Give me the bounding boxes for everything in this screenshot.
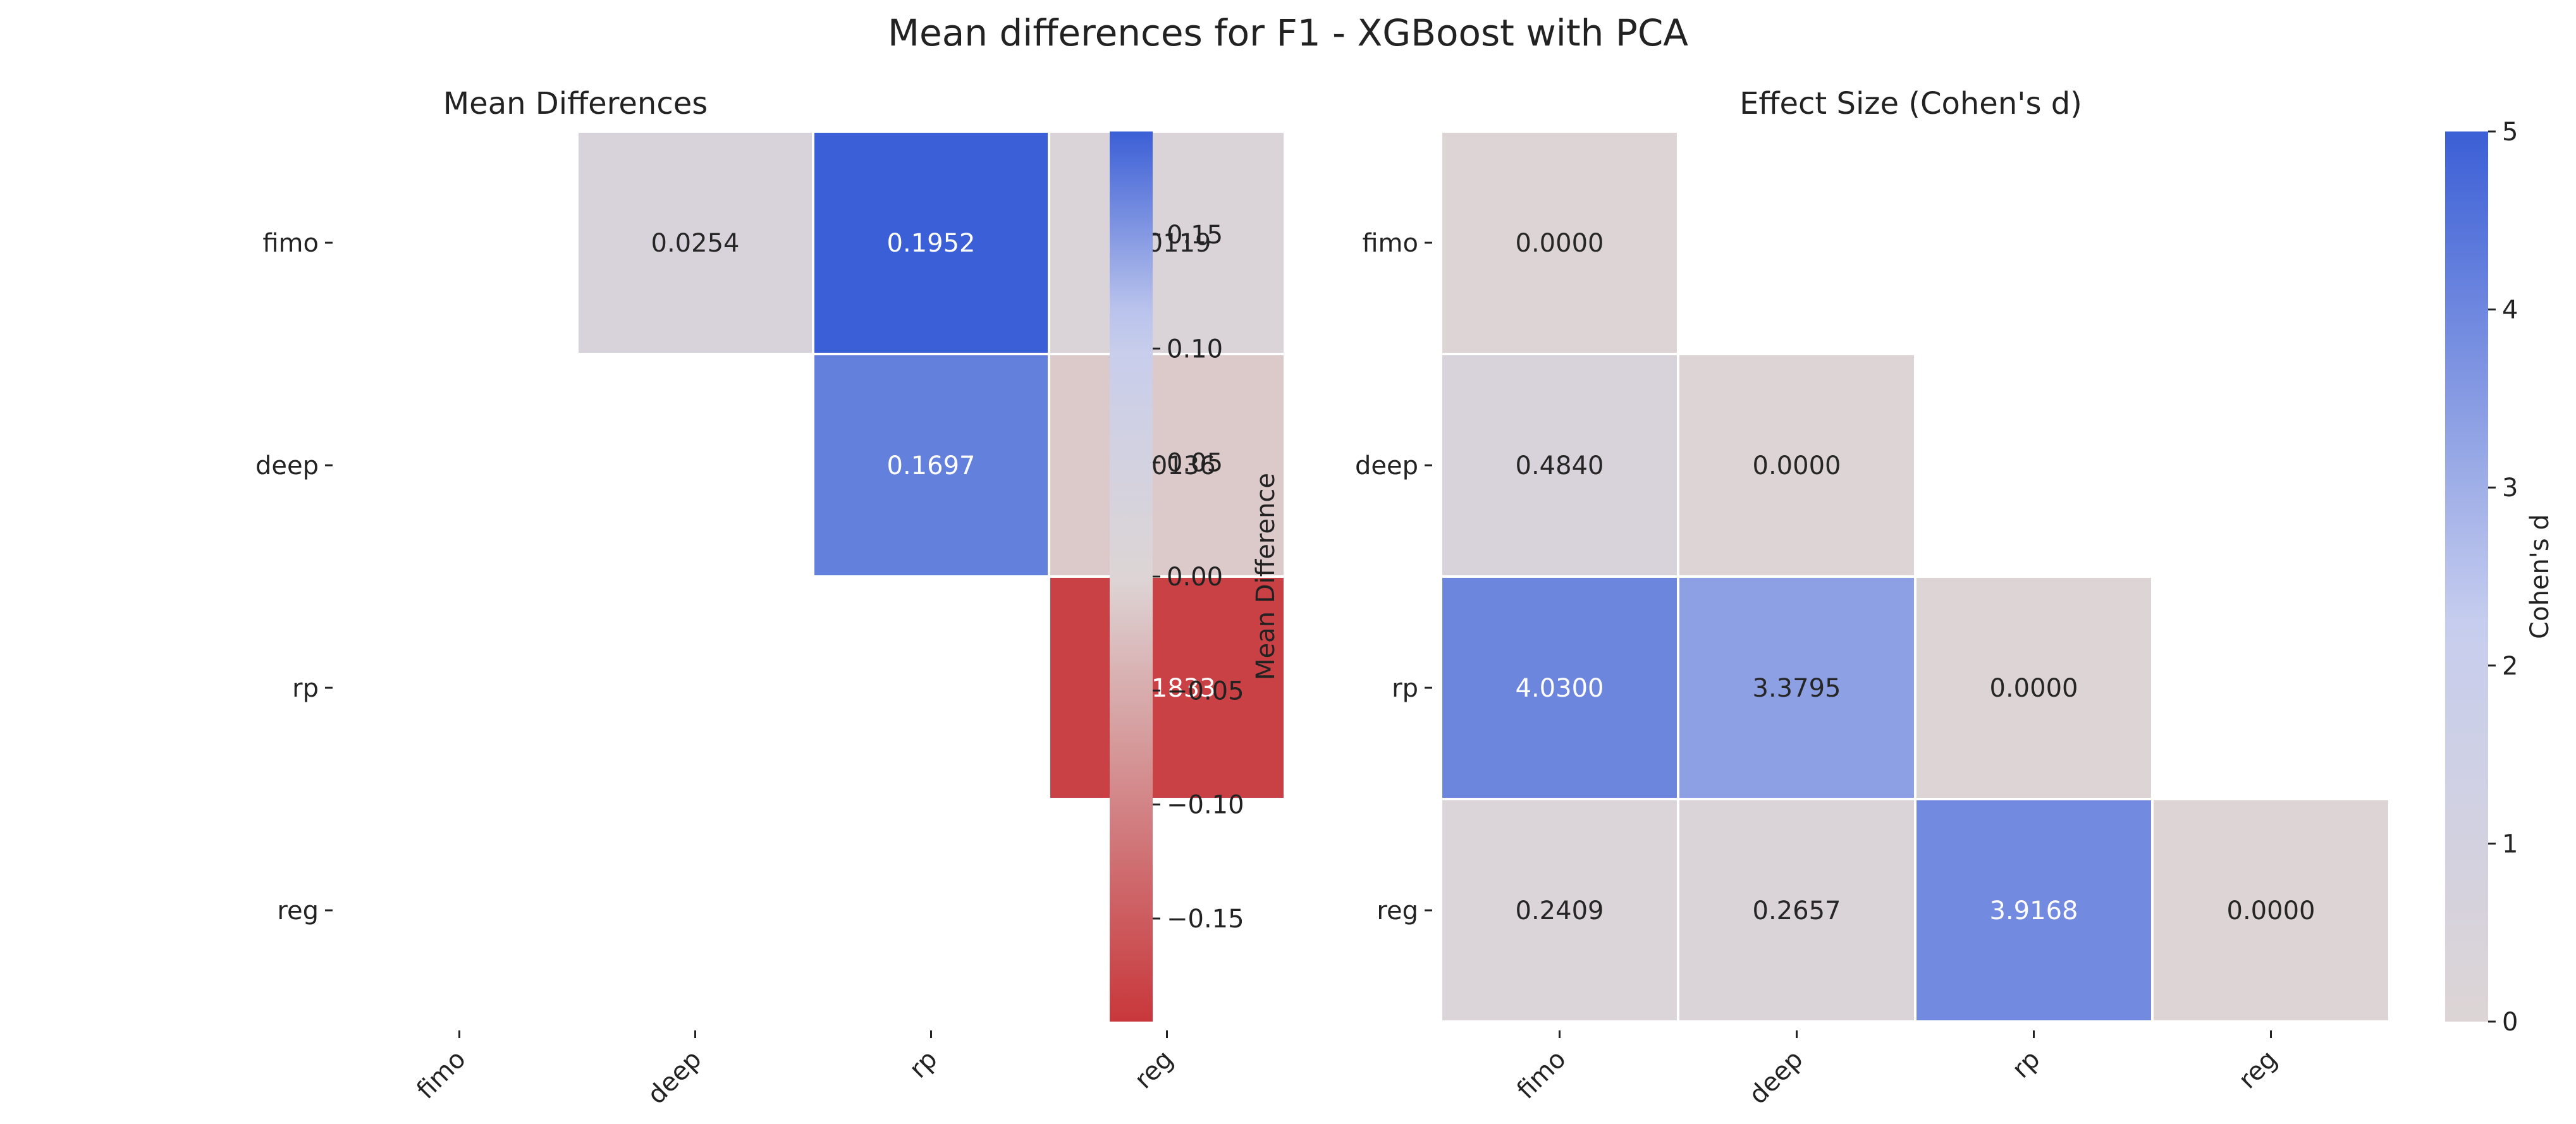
mean-differences-panel: Mean Differences 0.0254 0.1952 0.01190.169… bbox=[255, 86, 1286, 1110]
effect-size-xtick-label-rp: rp bbox=[2006, 1045, 2045, 1084]
effect-size-x-axis: fimo deep rp reg bbox=[1511, 1030, 2283, 1110]
effect-size-cell-fimo-fimo bbox=[1440, 130, 1679, 355]
effect-size-colorbar-tick-label: 1 bbox=[2502, 829, 2518, 858]
mean-diff-colorbar-tick-label: −0.15 bbox=[1167, 905, 1244, 934]
effect-size-xtick-label-deep: deep bbox=[1743, 1045, 1808, 1110]
mean-diff-xtick-label-fimo: fimo bbox=[411, 1045, 471, 1105]
effect-size-cell-deep-deep bbox=[1677, 353, 1917, 578]
effect-size-title: Effect Size (Cohen's d) bbox=[1739, 86, 2082, 121]
mean-diff-ytick-label-fimo: fimo bbox=[262, 229, 319, 258]
mean-diff-colorbar-tick-label: 0.05 bbox=[1167, 449, 1223, 478]
effect-size-cell-rp-deep bbox=[1677, 575, 1917, 800]
effect-size-cell-deep-fimo bbox=[1440, 353, 1679, 578]
mean-diff-colorbar-tick-label: 0.15 bbox=[1167, 221, 1223, 250]
effect-size-cells: 0.0000 0.4840 0.0000 4.0300 3.3795 0.0000 0.24… bbox=[1440, 130, 2391, 1023]
mean-diff-label-fimo-rp: 0.1952 bbox=[887, 229, 976, 258]
mean-diff-cell-fimo-deep bbox=[576, 130, 814, 355]
effect-size-cell-reg-rp bbox=[1914, 798, 2154, 1023]
effect-size-colorbar-tick-label: 3 bbox=[2502, 473, 2518, 503]
effect-size-cell-rp-rp bbox=[1914, 575, 2154, 800]
effect-size-label-rp-fimo: 4.0300 bbox=[1516, 674, 1604, 703]
mean-diff-xtick-label-reg: reg bbox=[1129, 1045, 1179, 1095]
effect-size-label-reg-deep: 0.2657 bbox=[1753, 896, 1841, 925]
effect-size-ytick-label-reg: reg bbox=[1377, 896, 1418, 925]
effect-size-colorbar-tick-label: 4 bbox=[2502, 296, 2518, 325]
effect-size-colorbar-label: Cohen's d bbox=[2525, 514, 2555, 639]
mean-diff-colorbar-tick-label: 0.10 bbox=[1167, 334, 1223, 363]
effect-size-cell-reg-deep bbox=[1677, 798, 1917, 1023]
mean-diff-colorbar-tick-label: −0.10 bbox=[1167, 791, 1244, 820]
effect-size-label-deep-deep: 0.0000 bbox=[1753, 451, 1841, 480]
mean-diff-ytick-label-reg: reg bbox=[277, 896, 319, 925]
effect-size-ytick-label-fimo: fimo bbox=[1362, 229, 1418, 258]
effect-size-colorbar-tick-label: 0 bbox=[2502, 1008, 2518, 1037]
effect-size-colorbar-gradient bbox=[2445, 131, 2488, 1022]
effect-size-label-rp-deep: 3.3795 bbox=[1753, 674, 1841, 703]
effect-size-colorbar-tick-label: 2 bbox=[2502, 652, 2518, 681]
effect-size-ytick-label-deep: deep bbox=[1355, 451, 1418, 480]
mean-differences-x-axis: fimo deep rp reg bbox=[411, 1030, 1179, 1110]
mean-differences-y-axis: fimo deep rp reg bbox=[255, 229, 333, 925]
mean-diff-label-fimo-deep: 0.0254 bbox=[651, 229, 740, 258]
effect-size-cell-reg-reg bbox=[2151, 798, 2391, 1023]
effect-size-label-rp-rp: 0.0000 bbox=[1990, 674, 2078, 703]
mean-diff-cell-fimo-reg bbox=[1048, 130, 1286, 355]
mean-diff-colorbar-tick-label: −0.05 bbox=[1167, 676, 1244, 706]
effect-size-label-reg-fimo: 0.2409 bbox=[1516, 896, 1604, 925]
mean-diff-cell-deep-rp bbox=[812, 353, 1050, 578]
mean-diff-colorbar-gradient bbox=[1110, 131, 1153, 1022]
mean-diff-ytick-label-rp: rp bbox=[292, 674, 319, 703]
mean-diff-ytick-label-deep: deep bbox=[255, 451, 319, 480]
effect-size-cell-reg-fimo bbox=[1440, 798, 1679, 1023]
mean-diff-colorbar-tick-label: 0.00 bbox=[1167, 563, 1223, 592]
effect-size-label-reg-rp: 3.9168 bbox=[1990, 896, 2078, 925]
figure-title: Mean differences for F1 - XGBoost with P… bbox=[888, 11, 1688, 54]
mean-diff-colorbar-label: Mean Difference bbox=[1251, 473, 1280, 680]
effect-size-y-axis: fimo deep rp reg bbox=[1355, 229, 1432, 925]
mean-diff-cell-rp-reg bbox=[1048, 575, 1286, 800]
cohens-d-colorbar: 5 4 3 2 1 0 Cohen's d bbox=[2445, 118, 2555, 1037]
effect-size-xtick-label-fimo: fimo bbox=[1511, 1045, 1571, 1105]
effect-size-ytick-label-rp: rp bbox=[1392, 674, 1418, 703]
mean-differences-title: Mean Differences bbox=[443, 86, 708, 121]
mean-diff-xtick-label-rp: rp bbox=[904, 1045, 943, 1084]
mean-diff-cell-fimo-rp bbox=[812, 130, 1050, 355]
effect-size-xtick-label-reg: reg bbox=[2233, 1045, 2283, 1095]
effect-size-label-deep-fimo: 0.4840 bbox=[1516, 451, 1604, 480]
effect-size-label-fimo-fimo: 0.0000 bbox=[1516, 229, 1604, 258]
mean-diff-label-deep-rp: 0.1697 bbox=[887, 451, 976, 480]
effect-size-colorbar-tick-label: 5 bbox=[2502, 118, 2518, 147]
effect-size-label-reg-reg: 0.0000 bbox=[2227, 896, 2315, 925]
mean-diff-xtick-label-deep: deep bbox=[642, 1045, 707, 1110]
mean-difference-colorbar: 0.15 0.10 0.05 0.00 −0.05 −0.10 −0.15 Mean Diff… bbox=[1110, 131, 1280, 1022]
